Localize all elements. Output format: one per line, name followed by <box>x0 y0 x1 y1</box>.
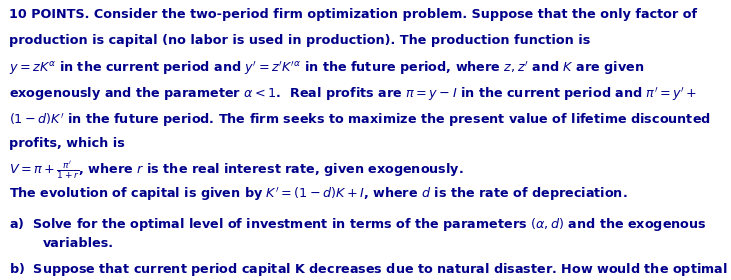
Text: $V = \pi + \frac{\pi'}{1+r}$, where $r$ is the real interest rate, given exogeno: $V = \pi + \frac{\pi'}{1+r}$, where $r$ … <box>9 159 463 181</box>
Text: $(1 - d)K'$ in the future period. The firm seeks to maximize the present value o: $(1 - d)K'$ in the future period. The fi… <box>9 111 711 129</box>
Text: $\mathbf{b)}$  Suppose that current period capital K decreases due to natural di: $\mathbf{b)}$ Suppose that current perio… <box>9 261 731 278</box>
Text: exogenously and the parameter $\alpha < 1$.  Real profits are $\pi = y - I$ in t: exogenously and the parameter $\alpha < … <box>9 86 697 103</box>
Text: $\mathbf{a)}$  Solve for the optimal level of investment in terms of the paramet: $\mathbf{a)}$ Solve for the optimal leve… <box>9 216 706 233</box>
Text: $y = zK^\alpha$ in the current period and $y' = z'K'^\alpha$ in the future perio: $y = zK^\alpha$ in the current period an… <box>9 60 644 77</box>
Text: profits, which is: profits, which is <box>9 137 124 150</box>
Text: 10 POINTS. Consider the two-period firm optimization problem. Suppose that the o: 10 POINTS. Consider the two-period firm … <box>9 8 697 21</box>
Text: The evolution of capital is given by $K' = (1 - d)K + I$, where $d$ is the rate : The evolution of capital is given by $K'… <box>9 185 627 203</box>
Text: production is capital (no labor is used in production). The production function : production is capital (no labor is used … <box>9 34 590 47</box>
Text: variables.: variables. <box>42 237 113 249</box>
